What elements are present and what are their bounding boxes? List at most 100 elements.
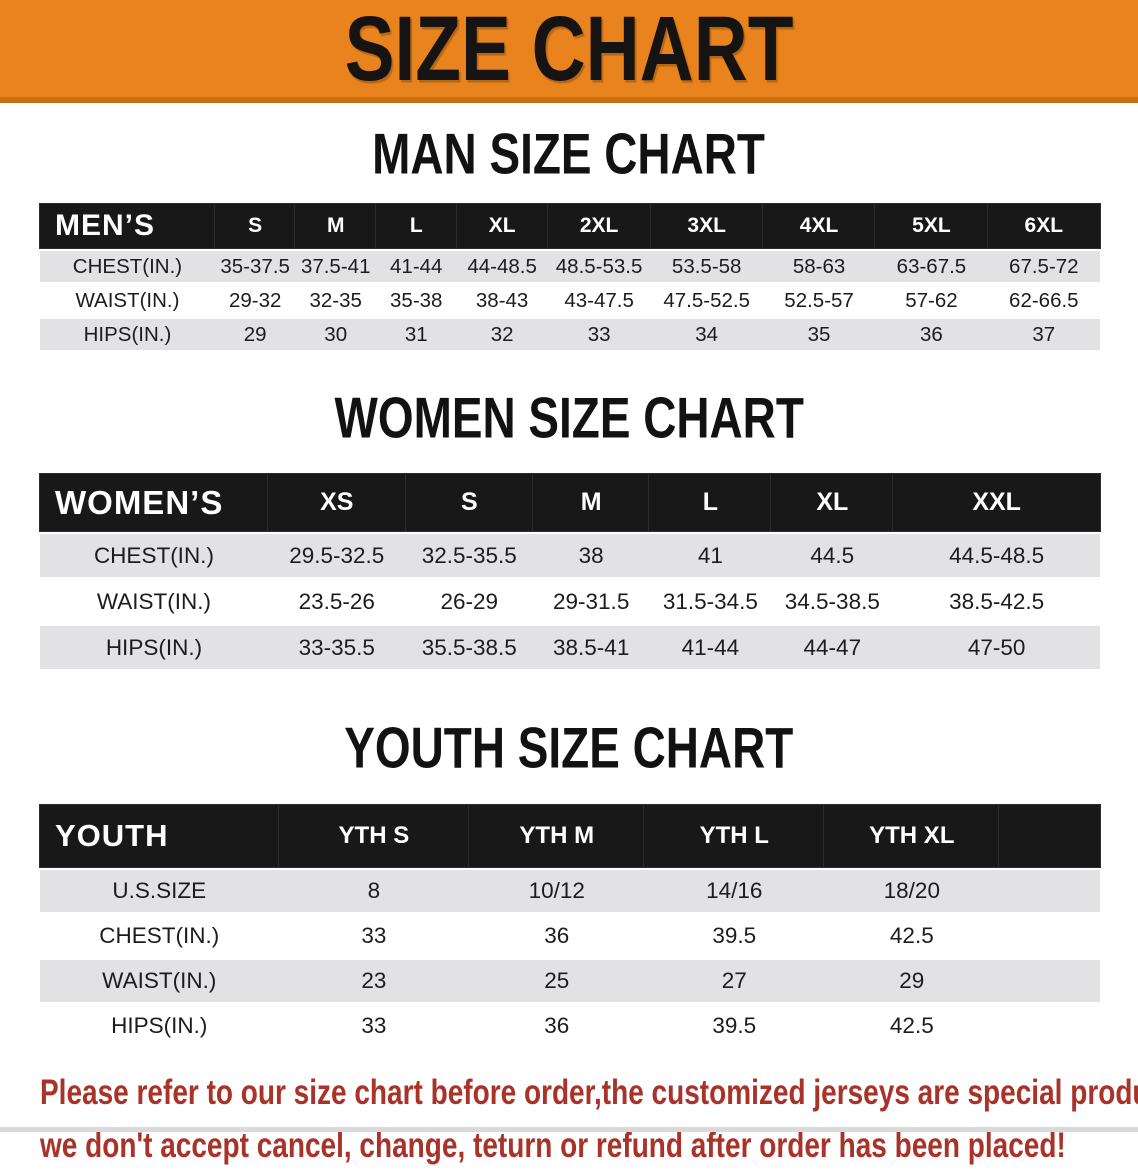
men-section-heading: MAN SIZE CHART [0, 121, 1138, 186]
table-row: WAIST(IN.) 29-32 32-35 35-38 38-43 43-47.5 47.… [40, 285, 1100, 316]
table-title-cell: YOUTH [40, 805, 279, 867]
row-label: HIPS(IN.) [83, 322, 172, 346]
size-value-cell: 36 [544, 1013, 570, 1038]
size-table: MEN’S S M L XL 2XL 3XL 4XL 5XL 6XL CHEST(IN.) 35-37… [40, 201, 1100, 353]
women-size-table: WOMEN’S XS S M L XL XXL CHEST(IN.) 29.5-32.5 32.5… [40, 471, 1100, 672]
table-header-row: WOMEN’S XS S M L XL XXL [40, 474, 1100, 531]
size-value-cell: 58-63 [792, 254, 846, 278]
size-value-cell: 32-35 [309, 288, 362, 312]
column-header: 2XL [547, 204, 651, 248]
women-section-heading-text: WOMEN SIZE CHART [334, 385, 804, 450]
column-header: XL [771, 474, 894, 531]
size-value-cell: 35-37.5 [220, 254, 290, 278]
column-header: 3XL [650, 204, 763, 248]
disclaimer-line-1-text: Please refer to our size chart before or… [40, 1073, 1138, 1112]
column-header: M [532, 474, 650, 531]
men-size-section: MAN SIZE CHART MEN’S S M L XL 2XL 3XL 4XL 5XL 6XL… [0, 121, 1138, 353]
size-value-cell: 42.5 [889, 923, 934, 948]
size-value-cell: 34.5-38.5 [784, 588, 880, 614]
row-label: WAIST(IN.) [75, 288, 180, 312]
size-value-cell: 47-50 [967, 634, 1026, 660]
size-value-cell: 25 [544, 968, 570, 993]
header-filler-cell [999, 805, 1100, 867]
size-value-cell: 42.5 [889, 1013, 934, 1038]
size-value-cell: 33 [361, 923, 387, 948]
size-value-cell: 29-32 [228, 288, 282, 312]
size-value-cell: 31 [404, 322, 428, 346]
size-value-cell: 14/16 [706, 878, 763, 903]
row-label: HIPS(IN.) [111, 1013, 208, 1038]
size-value-cell: 18/20 [883, 878, 940, 903]
size-value-cell: 38 [578, 542, 604, 568]
size-value-cell: 35 [807, 322, 831, 346]
size-value-cell: 8 [367, 878, 381, 903]
row-filler-cell [999, 960, 1100, 1002]
men-size-table: MEN’S S M L XL 2XL 3XL 4XL 5XL 6XL CHEST(IN.) 35-37… [40, 201, 1100, 353]
table-header-row: MEN’S S M L XL 2XL 3XL 4XL 5XL 6XL [40, 204, 1100, 248]
size-value-cell: 10/12 [528, 878, 585, 903]
size-value-cell: 39.5 [712, 1013, 757, 1038]
table-row: WAIST(IN.) 23 25 27 29 [40, 960, 1100, 1002]
column-header: 5XL [875, 204, 988, 248]
size-value-cell: 44-47 [803, 634, 862, 660]
disclaimer: Please refer to our size chart before or… [40, 1070, 1138, 1176]
women-section-heading: WOMEN SIZE CHART [0, 385, 1138, 450]
men-section-heading-text: MAN SIZE CHART [372, 121, 766, 186]
column-header: YTH XL [824, 805, 1000, 867]
size-value-cell: 53.5-58 [671, 254, 742, 278]
table-row: HIPS(IN.) 33-35.5 35.5-38.5 38.5-41 41-44 44-… [40, 626, 1100, 669]
size-value-cell: 30 [324, 322, 348, 346]
column-header: YTH S [278, 805, 470, 867]
size-value-cell: 32.5-35.5 [421, 542, 517, 568]
column-header: M [295, 204, 376, 248]
size-value-cell: 37.5-41 [300, 254, 371, 278]
size-value-cell: 23 [361, 968, 387, 993]
size-value-cell: 36 [920, 322, 943, 346]
table-row: HIPS(IN.) 29 30 31 32 33 34 35 36 37 [40, 319, 1100, 350]
size-value-cell: 67.5-72 [1009, 254, 1079, 278]
size-value-cell: 32 [490, 322, 514, 346]
size-value-cell: 34 [695, 322, 719, 346]
size-value-cell: 44.5 [810, 542, 855, 568]
row-label: CHEST(IN.) [72, 254, 183, 278]
row-label: HIPS(IN.) [105, 634, 203, 660]
column-header: 6XL [987, 204, 1100, 248]
size-value-cell: 41-44 [681, 634, 740, 660]
page-title: SIZE CHART [344, 0, 794, 100]
table-row: CHEST(IN.) 35-37.5 37.5-41 41-44 44-48.5 48.5… [40, 251, 1100, 282]
size-value-cell: 52.5-57 [784, 288, 854, 312]
column-header: YTH M [469, 805, 645, 867]
size-value-cell: 27 [721, 968, 747, 993]
size-value-cell: 37 [1032, 322, 1056, 346]
table-row: CHEST(IN.) 33 36 39.5 42.5 [40, 915, 1100, 957]
table-title-cell: WOMEN’S [40, 474, 268, 531]
size-value-cell: 33 [587, 322, 611, 346]
bottom-strip [0, 1127, 1138, 1132]
table-row: WAIST(IN.) 23.5-26 26-29 29-31.5 31.5-34.5 34… [40, 580, 1100, 623]
column-header: 4XL [762, 204, 876, 248]
row-label: WAIST(IN.) [102, 968, 217, 993]
size-table: YOUTH YTH S YTH M YTH L YTH XL U.S.SIZE 8 10/12… [40, 802, 1100, 1050]
size-value-cell: 38.5-41 [553, 634, 630, 660]
row-filler-cell [999, 870, 1100, 912]
row-label: CHEST(IN.) [93, 542, 214, 568]
row-label: WAIST(IN.) [96, 588, 212, 614]
youth-size-section: YOUTH SIZE CHART YOUTH YTH S YTH M YTH L YTH… [0, 719, 1138, 1050]
column-header: XL [456, 204, 548, 248]
column-header: L [375, 204, 457, 248]
column-header: XS [267, 474, 406, 531]
table-row: CHEST(IN.) 29.5-32.5 32.5-35.5 38 41 44.5 44.5… [40, 534, 1100, 577]
size-value-cell: 44.5-48.5 [949, 542, 1045, 568]
size-value-cell: 39.5 [712, 923, 757, 948]
size-value-cell: 57-62 [905, 288, 958, 312]
youth-size-table: YOUTH YTH S YTH M YTH L YTH XL U.S.SIZE 8 10/12… [40, 802, 1100, 1050]
size-value-cell: 33-35.5 [298, 634, 375, 660]
size-value-cell: 29 [243, 322, 267, 346]
column-header: L [649, 474, 772, 531]
table-title-cell: MEN’S [40, 204, 215, 248]
size-value-cell: 38-43 [475, 288, 529, 312]
size-value-cell: 31.5-34.5 [662, 588, 758, 614]
table-row: U.S.SIZE 8 10/12 14/16 18/20 [40, 870, 1100, 912]
size-value-cell: 41-44 [390, 254, 443, 278]
size-value-cell: 35.5-38.5 [421, 634, 517, 660]
